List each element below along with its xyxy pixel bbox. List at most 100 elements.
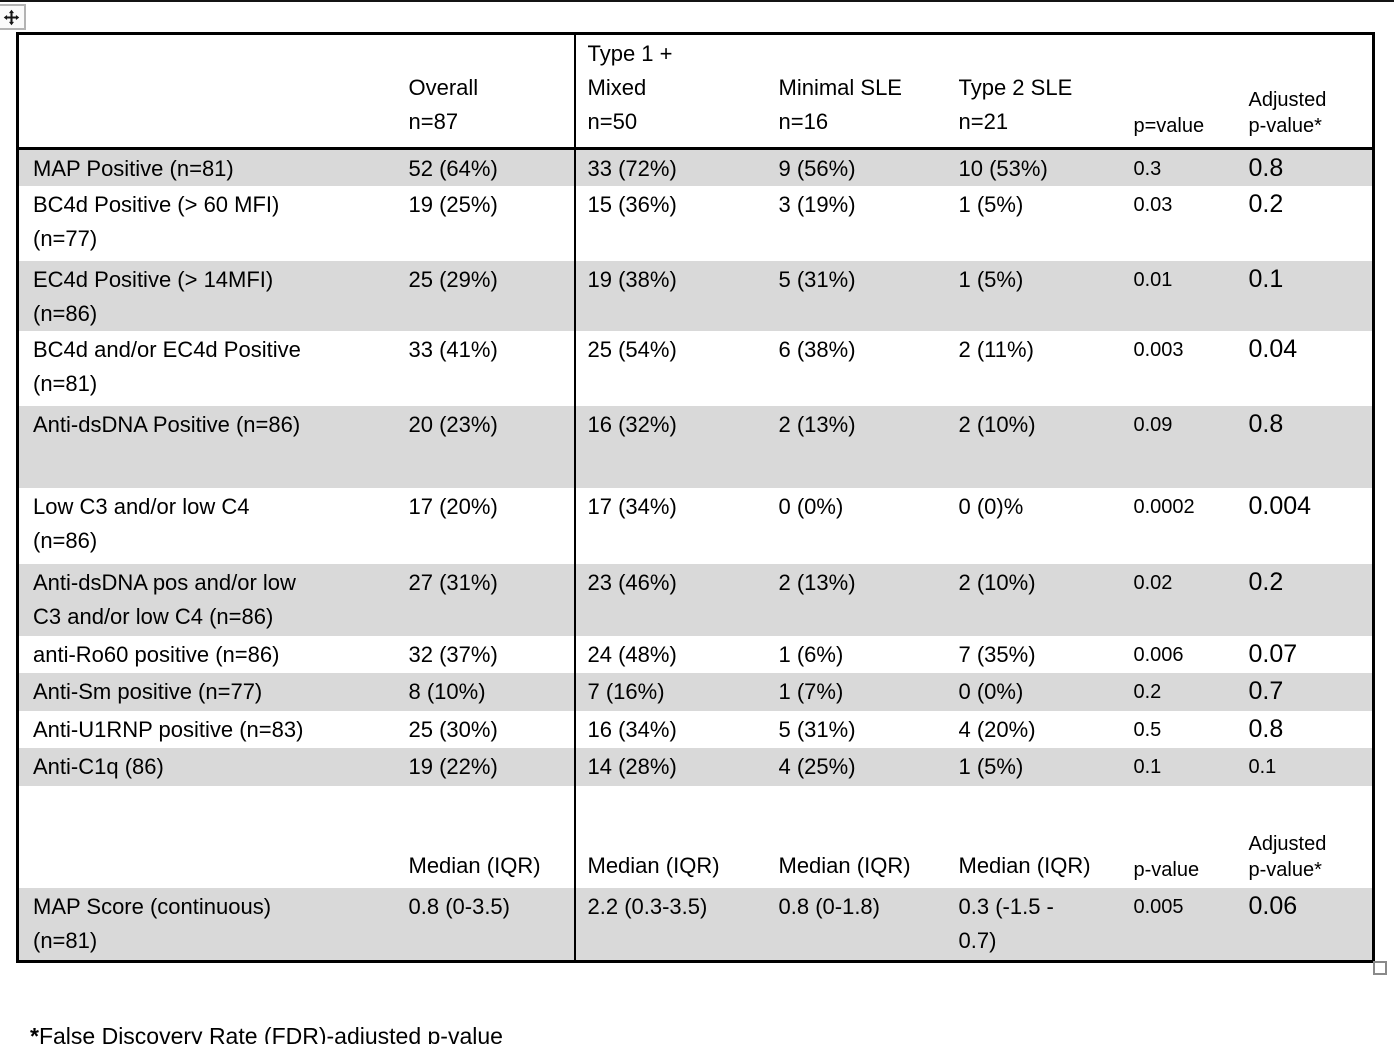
- table-row: Anti-Sm positive (n=77) 8 (10%) 7 (16%) 1 (…: [17, 673, 1374, 711]
- table-cell: 16 (32%): [587, 412, 677, 437]
- row-label-cell: anti-Ro60 positive (n=86): [33, 642, 280, 667]
- table-cell: 0 (0)%: [958, 494, 1024, 519]
- table-cell: 0.8 (0-3.5): [396, 888, 576, 961]
- table-cell: 19 (25%): [396, 186, 576, 261]
- table-cell: 0.2: [1248, 190, 1284, 218]
- table-cell: 0.006: [1133, 644, 1184, 666]
- table-cell: 52 (64%): [396, 148, 576, 186]
- table-cell: 24 (48%): [587, 642, 677, 667]
- table-cell: 5 (31%): [778, 717, 856, 742]
- table-cell: 2.2 (0.3-3.5): [587, 894, 708, 919]
- table-cell: 0.005: [1133, 896, 1184, 918]
- table-cell: 32 (37%): [396, 636, 576, 673]
- table-cell: 1 (7%): [778, 679, 844, 704]
- table-cell: 0.8: [1248, 154, 1284, 182]
- table-cell: 4 (25%): [778, 754, 856, 779]
- table-cell: 0.003: [1133, 339, 1184, 361]
- table-row: MAP Score (continuous) (n=81) 0.8 (0-3.5)…: [17, 888, 1374, 961]
- table-cell: 20 (23%): [396, 406, 576, 488]
- table-row: MAP Positive (n=81) 52 (64%) 33 (72%) 9 (56…: [17, 148, 1374, 186]
- row-label-cell: Anti-dsDNA Positive (n=86): [33, 412, 301, 437]
- table-cell: 7 (16%): [587, 679, 665, 704]
- table-cell: Adjusted p-value*: [1248, 833, 1327, 881]
- table-cell: 25 (30%): [396, 711, 576, 748]
- table-row: Anti-U1RNP positive (n=83) 25 (30%) 16 (34…: [18, 711, 1374, 748]
- table-cell: 0 (0%): [958, 679, 1024, 704]
- table-cell: 4 (20%): [958, 717, 1036, 742]
- table-cell: 0.2: [1133, 681, 1162, 703]
- subheader-row: Median (IQR) Median (IQR) Median (IQR) Medi…: [18, 786, 1374, 888]
- column-header: Adjusted p-value*: [1248, 89, 1327, 137]
- table-cell: 17 (34%): [587, 494, 677, 519]
- table-cell: 6 (38%): [778, 337, 856, 362]
- table-cell: 1 (6%): [778, 642, 844, 667]
- table-row: Anti-C1q (86) 19 (22%) 14 (28%) 4 (25%) 1 (5…: [17, 748, 1374, 786]
- table-cell: 0.04: [1248, 335, 1298, 363]
- table-cell: 0 (0%): [778, 494, 844, 519]
- table-cell: 0.2: [1248, 568, 1284, 596]
- row-label-cell: Low C3 and/or low C4 (n=86): [33, 494, 250, 553]
- four-way-arrow-icon: [2, 8, 21, 27]
- table-cell: 0.01: [1133, 269, 1173, 291]
- row-label-cell: EC4d Positive (> 14MFI) (n=86): [33, 267, 274, 326]
- table-cell: 0.8: [1248, 715, 1284, 743]
- table-cell: 0.02: [1133, 572, 1173, 594]
- table-cell: 25 (29%): [396, 261, 576, 331]
- table-cell: 0.5: [1133, 719, 1162, 741]
- table-cell: 33 (41%): [396, 331, 576, 406]
- column-header: p=value: [1133, 115, 1205, 137]
- table-cell: 2 (10%): [958, 570, 1036, 595]
- table-cell: 0.09: [1133, 414, 1173, 436]
- table-cell: 33 (72%): [587, 156, 677, 181]
- table-cell: 0.7: [1248, 677, 1284, 705]
- table-cell: 0.8: [1248, 410, 1284, 438]
- table-cell: 0.06: [1248, 892, 1298, 920]
- table-row: EC4d Positive (> 14MFI) (n=86) 25 (29%) 19…: [17, 261, 1374, 331]
- table-cell: 0.8 (0-1.8): [778, 894, 881, 919]
- table-cell: 0.1: [1248, 265, 1284, 293]
- table-cell: 0.03: [1133, 194, 1173, 216]
- row-label-cell: MAP Score (continuous) (n=81): [33, 894, 272, 953]
- row-label-cell: BC4d and/or EC4d Positive (n=81): [33, 337, 301, 396]
- table-cell: 0.07: [1248, 640, 1298, 668]
- table-row: BC4d Positive (> 60 MFI) (n=77) 19 (25%) 1…: [18, 186, 1374, 261]
- column-header: [18, 34, 397, 149]
- table-move-handle[interactable]: [0, 4, 26, 30]
- table-row: BC4d and/or EC4d Positive (n=81) 33 (41%)…: [18, 331, 1374, 406]
- table-cell: 1 (5%): [958, 192, 1024, 217]
- table-cell: 9 (56%): [778, 156, 856, 181]
- table-cell: 15 (36%): [587, 192, 677, 217]
- table-cell: Median (IQR): [778, 853, 911, 878]
- table-body: MAP Positive (n=81) 52 (64%) 33 (72%) 9 (56…: [17, 148, 1374, 961]
- row-label-cell: [18, 786, 397, 888]
- footnote-asterisk: *: [30, 1023, 39, 1044]
- table-cell: 10 (53%): [958, 156, 1048, 181]
- column-header: Type 2 SLE n=21: [958, 75, 1073, 134]
- table-cell: 2 (13%): [778, 570, 856, 595]
- table-cell: 27 (31%): [396, 564, 576, 636]
- header-row: Overall n=87 Type 1 + Mixed n=50 Minimal S…: [17, 33, 1374, 149]
- table-cell: 8 (10%): [396, 673, 576, 711]
- table-row: Low C3 and/or low C4 (n=86) 17 (20%) 17 (3…: [18, 488, 1374, 564]
- table-cell: 0.3: [1133, 158, 1162, 180]
- table-row: Anti-dsDNA pos and/or low C3 and/or low …: [17, 564, 1374, 636]
- table-cell: 0.0002: [1133, 496, 1195, 518]
- table-cell: 25 (54%): [587, 337, 677, 362]
- row-label-cell: Anti-C1q (86): [33, 754, 164, 779]
- table-cell: 23 (46%): [587, 570, 677, 595]
- row-label-cell: Anti-Sm positive (n=77): [33, 679, 263, 704]
- table-cell: 19 (22%): [396, 748, 576, 786]
- footnote: *False Discovery Rate (FDR)-adjusted p-v…: [30, 1021, 503, 1044]
- table-cell: 0.3 (-1.5 - 0.7): [958, 894, 1054, 953]
- table-cell: 17 (20%): [396, 488, 576, 564]
- table-resize-handle[interactable]: [1373, 961, 1387, 975]
- table-cell: p-value: [1133, 859, 1200, 881]
- row-label-cell: MAP Positive (n=81): [33, 156, 234, 181]
- table-header: Overall n=87 Type 1 + Mixed n=50 Minimal S…: [17, 33, 1374, 149]
- table-cell: Median (IQR): [958, 853, 1091, 878]
- table-cell: Median (IQR): [587, 853, 720, 878]
- table-cell: 14 (28%): [587, 754, 677, 779]
- column-header: Type 1 + Mixed n=50: [587, 41, 673, 134]
- results-table: Overall n=87 Type 1 + Mixed n=50 Minimal S…: [16, 32, 1375, 963]
